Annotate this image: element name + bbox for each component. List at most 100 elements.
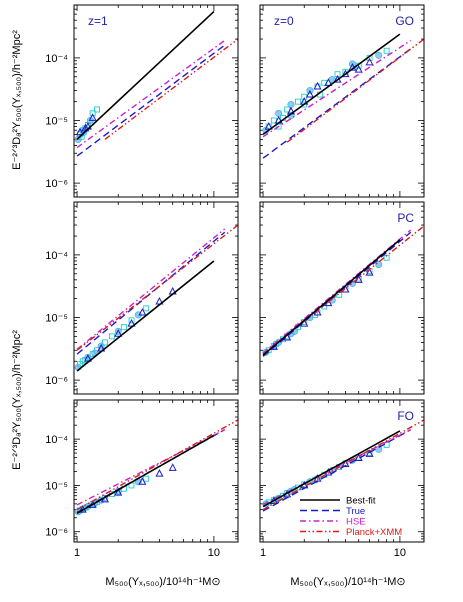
y-tick-label: 10⁻⁶ xyxy=(45,375,68,387)
data-triangle xyxy=(138,477,147,485)
axes-frame xyxy=(73,399,239,543)
line-planck xyxy=(286,38,424,143)
data-point xyxy=(109,333,115,340)
legend-entry: HSE xyxy=(300,517,366,528)
line-hse xyxy=(76,429,226,506)
line-planck xyxy=(76,419,238,511)
plot-area xyxy=(262,225,424,357)
panel-top-left: 10⁻⁶ 10⁻⁵ 10⁻⁴ z=1 xyxy=(45,4,239,198)
y-tick-label: 10⁻⁴ xyxy=(45,434,68,446)
axes-frame xyxy=(259,201,425,395)
data-triangle xyxy=(168,463,177,471)
data-triangle xyxy=(365,57,374,66)
x-tick-label: 10 xyxy=(208,547,220,559)
data-triangle xyxy=(354,65,363,73)
data-point xyxy=(295,98,301,105)
panel-middle-right: PC xyxy=(259,201,425,395)
data-point xyxy=(383,47,390,54)
data-point xyxy=(143,305,150,312)
data-triangle xyxy=(155,469,164,477)
line-hse xyxy=(262,39,412,138)
panel-bottom-left: 10⁻⁶ 10⁻⁵ 10⁻⁴ 1 10 xyxy=(45,399,239,559)
data-point xyxy=(89,110,96,117)
data-triangle xyxy=(365,449,374,457)
axes-frame xyxy=(73,4,239,198)
legend-entry: Planck+XMM xyxy=(300,527,402,538)
line-hse xyxy=(76,228,226,350)
legend-label: HSE xyxy=(346,517,366,528)
line-true xyxy=(262,429,412,512)
panel-label-secondary: PC xyxy=(397,211,414,225)
data-point xyxy=(287,101,295,109)
line-true xyxy=(76,231,226,355)
line-hse xyxy=(76,39,226,149)
axes-frame xyxy=(73,201,239,395)
line-fit xyxy=(76,434,215,514)
line-hse xyxy=(262,229,412,354)
line-planck xyxy=(76,224,238,351)
y-tick-label: 10⁻⁵ xyxy=(45,313,68,325)
panel-bottom-right: 1 10 FO xyxy=(259,399,425,559)
line-fit xyxy=(262,430,401,508)
line-true xyxy=(76,44,226,157)
legend-entry: True xyxy=(300,506,365,517)
data-triangle xyxy=(365,268,374,276)
y-tick-label: 10⁻⁵ xyxy=(45,480,68,492)
x-axis-title-left: M₅₀₀(Yₓ,₅₀₀)/10¹⁴h⁻¹M⊙ xyxy=(105,576,220,588)
ticks xyxy=(74,4,238,198)
data-triangle xyxy=(264,122,273,130)
ticks xyxy=(74,399,238,543)
data-triangle xyxy=(83,354,92,362)
data-point xyxy=(375,261,383,269)
axes-frame xyxy=(259,399,425,543)
data-triangle xyxy=(88,113,97,121)
y-tick-label: 10⁻⁴ xyxy=(45,250,68,262)
line-planck xyxy=(104,38,238,140)
y-tick-label: 10⁻⁶ xyxy=(45,178,68,190)
data-point xyxy=(143,475,150,482)
legend-label: True xyxy=(346,506,365,517)
line-fit xyxy=(76,10,215,140)
data-point xyxy=(94,106,100,113)
y-axis-title-top: E⁻²ᐟ³Dₐ²Y₅₀₀(Yₓ,₅₀₀)/h⁻²Mpc² xyxy=(11,30,23,170)
data-point xyxy=(128,317,135,324)
x-tick-label: 1 xyxy=(74,547,80,559)
data-point xyxy=(82,356,89,363)
plot-area xyxy=(74,10,238,157)
data-triangle xyxy=(114,488,123,496)
panel-label: z=1 xyxy=(88,14,108,28)
data-triangle xyxy=(313,81,322,90)
data-triangle xyxy=(75,127,84,136)
line-true xyxy=(262,48,412,159)
data-point xyxy=(102,339,108,346)
line-fit xyxy=(76,260,215,372)
data-point xyxy=(120,324,127,331)
y-tick-label: 10⁻⁴ xyxy=(45,53,68,65)
line-hse xyxy=(262,429,412,505)
plot-area xyxy=(74,224,238,372)
line-fit xyxy=(262,239,401,356)
legend-label: Best-fit xyxy=(346,496,376,507)
data-point xyxy=(275,123,282,130)
panel-top-right: z=0 GO xyxy=(259,4,425,198)
panel-label-secondary: FO xyxy=(397,409,414,423)
data-point xyxy=(375,445,383,453)
line-planck xyxy=(262,419,424,511)
data-triangle xyxy=(305,89,314,98)
plot-area xyxy=(262,33,424,159)
panel-label-secondary: GO xyxy=(395,14,414,28)
panels: 10⁻⁶10⁻⁵10⁻⁴z=1 z=0 GO10⁻⁶10⁻⁵10⁻⁴PC10⁻⁶10… xyxy=(45,4,425,559)
y-tick-label: 10⁻⁵ xyxy=(45,116,68,128)
panel-middle-left: 10⁻⁶ 10⁻⁵ 10⁻⁴ xyxy=(45,201,239,395)
legend-entry: Best-fit xyxy=(300,496,376,507)
legend-label: Planck+XMM xyxy=(346,527,402,538)
plot-area xyxy=(74,419,238,516)
y-axis-title-bottom: E⁻²ᐟ³Dₐ²Y₅₀₀(Yₓ,₅₀₀)/h⁻²Mpc² xyxy=(11,330,23,470)
ticks xyxy=(74,201,238,395)
data-triangle xyxy=(127,319,136,327)
data-triangle xyxy=(324,78,333,86)
line-true xyxy=(262,231,412,357)
ticks xyxy=(260,201,424,395)
